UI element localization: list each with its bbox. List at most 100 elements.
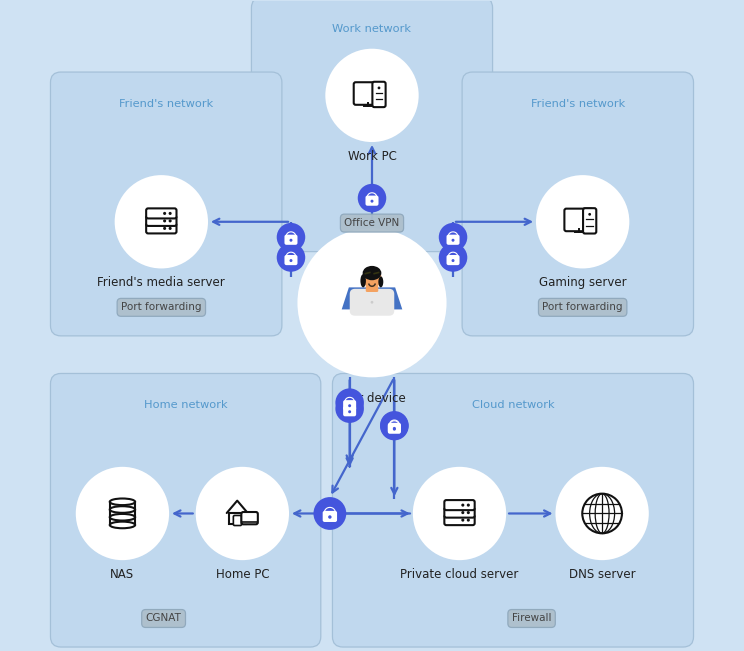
Circle shape <box>466 504 470 506</box>
Text: Work PC: Work PC <box>347 150 397 163</box>
Text: CGNAT: CGNAT <box>146 613 182 624</box>
FancyBboxPatch shape <box>583 208 596 234</box>
Text: Firewall: Firewall <box>512 613 551 624</box>
FancyBboxPatch shape <box>146 223 176 234</box>
Text: NAS: NAS <box>110 568 135 581</box>
Circle shape <box>169 219 172 223</box>
Ellipse shape <box>362 266 382 280</box>
Circle shape <box>461 504 464 506</box>
FancyBboxPatch shape <box>373 82 385 107</box>
Text: Port forwarding: Port forwarding <box>121 302 202 312</box>
Text: Your device: Your device <box>338 392 406 405</box>
FancyBboxPatch shape <box>353 82 382 105</box>
Text: Friend's network: Friend's network <box>530 98 625 109</box>
Polygon shape <box>341 287 403 309</box>
Ellipse shape <box>362 267 382 288</box>
Text: Gaming server: Gaming server <box>539 276 626 289</box>
Circle shape <box>413 467 506 560</box>
Circle shape <box>380 412 408 440</box>
Circle shape <box>393 427 396 430</box>
Ellipse shape <box>110 521 135 528</box>
FancyBboxPatch shape <box>284 255 298 265</box>
FancyBboxPatch shape <box>365 195 379 206</box>
Text: Friend's network: Friend's network <box>119 98 214 109</box>
FancyBboxPatch shape <box>446 255 460 265</box>
Circle shape <box>289 239 292 242</box>
Circle shape <box>556 467 649 560</box>
Text: Home network: Home network <box>144 400 228 410</box>
Circle shape <box>466 511 470 514</box>
Circle shape <box>461 511 464 514</box>
FancyBboxPatch shape <box>565 208 593 231</box>
Circle shape <box>439 243 467 271</box>
FancyBboxPatch shape <box>343 406 356 417</box>
Circle shape <box>371 301 373 303</box>
Circle shape <box>336 395 364 423</box>
Circle shape <box>583 493 622 533</box>
FancyBboxPatch shape <box>333 374 693 647</box>
FancyBboxPatch shape <box>323 511 337 522</box>
Circle shape <box>380 411 408 439</box>
FancyBboxPatch shape <box>146 208 176 219</box>
Ellipse shape <box>360 274 366 287</box>
Ellipse shape <box>110 514 135 521</box>
Text: Home PC: Home PC <box>216 568 269 581</box>
Ellipse shape <box>110 499 135 505</box>
Circle shape <box>348 404 351 408</box>
FancyBboxPatch shape <box>234 516 242 525</box>
FancyBboxPatch shape <box>251 0 493 251</box>
Text: Private cloud server: Private cloud server <box>400 568 519 581</box>
Circle shape <box>466 519 470 521</box>
Circle shape <box>378 87 380 89</box>
Circle shape <box>371 200 373 202</box>
Circle shape <box>277 223 305 251</box>
Text: Cloud network: Cloud network <box>472 400 554 410</box>
Circle shape <box>196 467 289 560</box>
Circle shape <box>348 410 351 413</box>
Circle shape <box>277 243 305 271</box>
FancyBboxPatch shape <box>350 289 394 316</box>
FancyBboxPatch shape <box>51 72 282 336</box>
Circle shape <box>169 212 172 215</box>
Circle shape <box>325 49 419 142</box>
Circle shape <box>452 239 455 242</box>
FancyBboxPatch shape <box>388 424 401 434</box>
FancyBboxPatch shape <box>444 515 475 525</box>
FancyBboxPatch shape <box>343 400 356 410</box>
Circle shape <box>452 259 455 262</box>
FancyBboxPatch shape <box>146 216 176 226</box>
Text: DNS server: DNS server <box>569 568 635 581</box>
FancyBboxPatch shape <box>229 513 246 524</box>
Ellipse shape <box>110 506 135 513</box>
Text: Port forwarding: Port forwarding <box>542 302 623 312</box>
Circle shape <box>328 516 332 519</box>
Circle shape <box>336 389 364 417</box>
Circle shape <box>163 219 166 223</box>
Circle shape <box>298 229 446 378</box>
FancyBboxPatch shape <box>446 234 460 245</box>
FancyBboxPatch shape <box>462 72 693 336</box>
FancyBboxPatch shape <box>241 512 258 524</box>
Circle shape <box>115 175 208 268</box>
Circle shape <box>439 223 467 251</box>
Circle shape <box>163 212 166 215</box>
Circle shape <box>169 227 172 230</box>
Ellipse shape <box>379 277 383 287</box>
FancyBboxPatch shape <box>444 500 475 510</box>
Text: Work network: Work network <box>333 24 411 34</box>
Circle shape <box>589 213 591 215</box>
FancyBboxPatch shape <box>284 234 298 245</box>
FancyBboxPatch shape <box>388 422 401 433</box>
FancyBboxPatch shape <box>366 282 378 292</box>
Circle shape <box>536 175 629 268</box>
Text: Office VPN: Office VPN <box>344 218 400 228</box>
Circle shape <box>393 428 396 431</box>
Circle shape <box>358 184 386 212</box>
Circle shape <box>289 259 292 262</box>
FancyBboxPatch shape <box>51 374 321 647</box>
Circle shape <box>76 467 169 560</box>
FancyBboxPatch shape <box>444 508 475 518</box>
Circle shape <box>313 497 346 530</box>
Circle shape <box>163 227 166 230</box>
Circle shape <box>461 519 464 521</box>
